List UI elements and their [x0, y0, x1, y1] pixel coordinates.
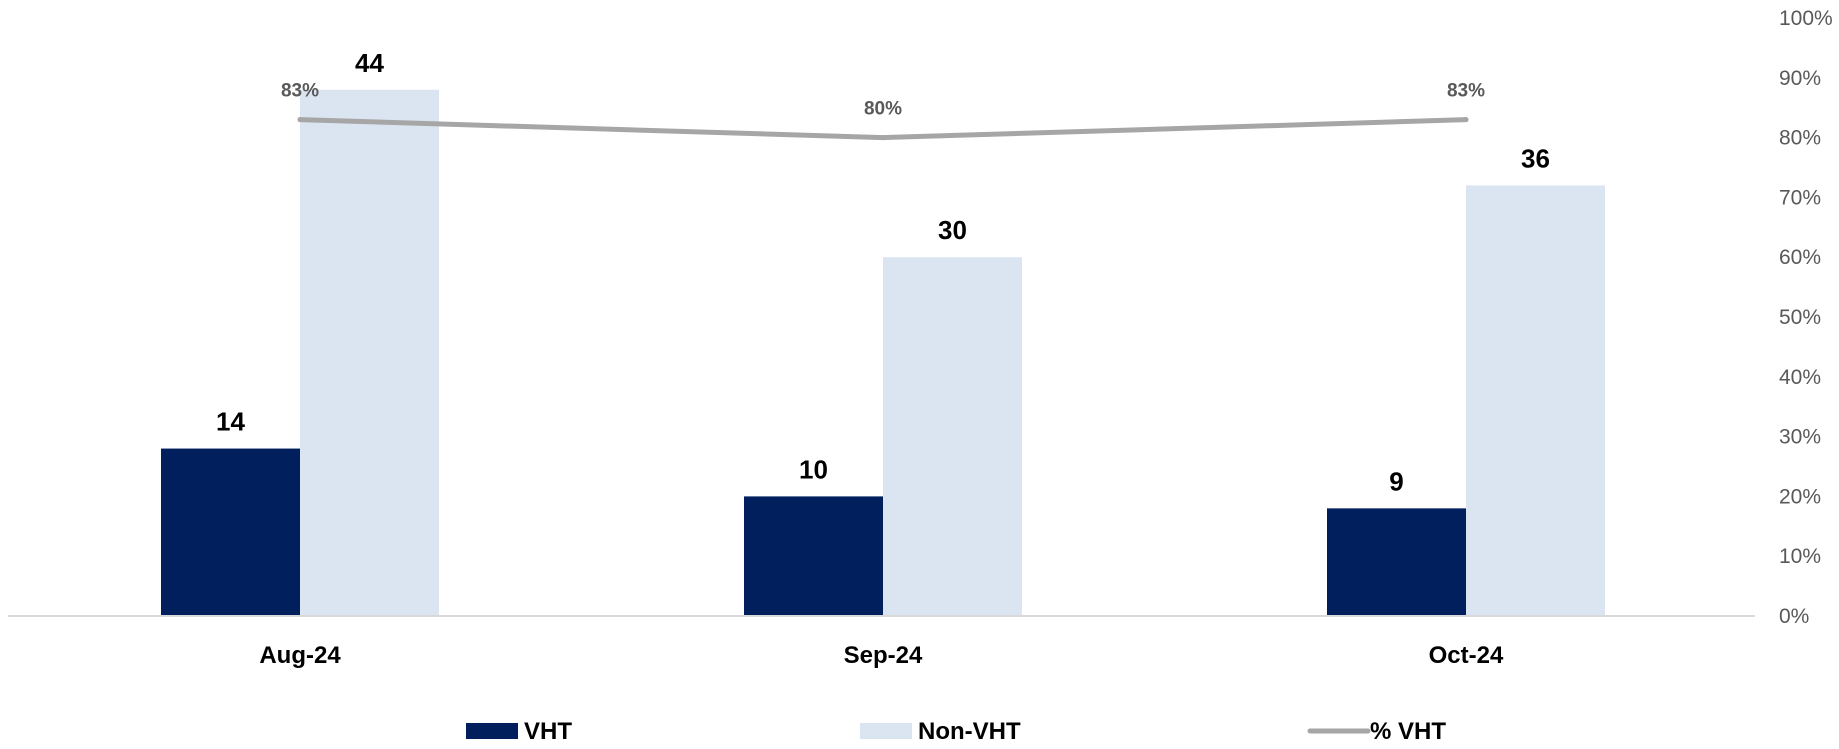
data-label-pct-vht-aug-24: 83% — [281, 81, 319, 102]
x-tick-aug-24: Aug-24 — [259, 642, 341, 669]
legend-label-non-vht: Non-VHT — [918, 718, 1021, 745]
x-tick-oct-24: Oct-24 — [1429, 642, 1504, 669]
line-layer — [297, 117, 1469, 141]
bar-non-vht-aug-24 — [300, 89, 439, 616]
right-axis-ticks: 0% 10% 20% 30% 40% 50% 60% 70% 80% 90% 100% — [1779, 7, 1833, 628]
right-axis-tick-40pct: 40% — [1779, 366, 1821, 389]
right-axis-tick-30pct: 30% — [1779, 426, 1821, 449]
data-label-pct-vht-sep-24: 80% — [864, 99, 902, 120]
point-pct-vht-aug-24 — [297, 117, 303, 123]
bar-vht-oct-24 — [1327, 508, 1466, 616]
bar-non-vht-oct-24 — [1466, 185, 1605, 616]
legend-label-vht: VHT — [524, 718, 572, 745]
right-axis-tick-70pct: 70% — [1779, 186, 1821, 209]
right-axis-tick-80pct: 80% — [1779, 127, 1821, 150]
x-tick-sep-24: Sep-24 — [844, 642, 923, 669]
bar-vht-aug-24 — [161, 448, 300, 616]
data-label-vht-aug-24: 14 — [216, 407, 245, 437]
bar-vht-sep-24 — [744, 496, 883, 616]
line-pct-vht — [297, 117, 1469, 141]
legend: VHT Non-VHT % VHT — [466, 718, 1446, 745]
right-axis-tick-0pct: 0% — [1779, 605, 1809, 628]
labels-layer: 14 44 10 30 9 36 83% 80% 83% — [216, 48, 1550, 497]
legend-swatch-non-vht — [860, 723, 912, 739]
right-axis-tick-100pct: 100% — [1779, 7, 1833, 30]
point-pct-vht-oct-24 — [1463, 117, 1469, 123]
bars-layer — [161, 89, 1605, 616]
right-axis-tick-20pct: 20% — [1779, 485, 1821, 508]
bar-non-vht-sep-24 — [883, 257, 1022, 616]
data-label-pct-vht-oct-24: 83% — [1447, 81, 1485, 102]
right-axis-tick-50pct: 50% — [1779, 306, 1821, 329]
right-axis-tick-10pct: 10% — [1779, 545, 1821, 568]
data-label-non-vht-sep-24: 30 — [938, 215, 967, 245]
legend-swatch-vht — [466, 723, 518, 739]
data-label-vht-oct-24: 9 — [1389, 466, 1403, 496]
data-label-non-vht-oct-24: 36 — [1521, 143, 1550, 173]
x-axis-ticks: Aug-24 Sep-24 Oct-24 — [259, 642, 1504, 669]
point-pct-vht-sep-24 — [880, 135, 886, 141]
data-label-non-vht-aug-24: 44 — [355, 48, 384, 78]
right-axis-tick-60pct: 60% — [1779, 246, 1821, 269]
data-label-vht-sep-24: 10 — [799, 454, 828, 484]
legend-label-pct-vht: % VHT — [1370, 718, 1446, 745]
right-axis-tick-90pct: 90% — [1779, 67, 1821, 90]
